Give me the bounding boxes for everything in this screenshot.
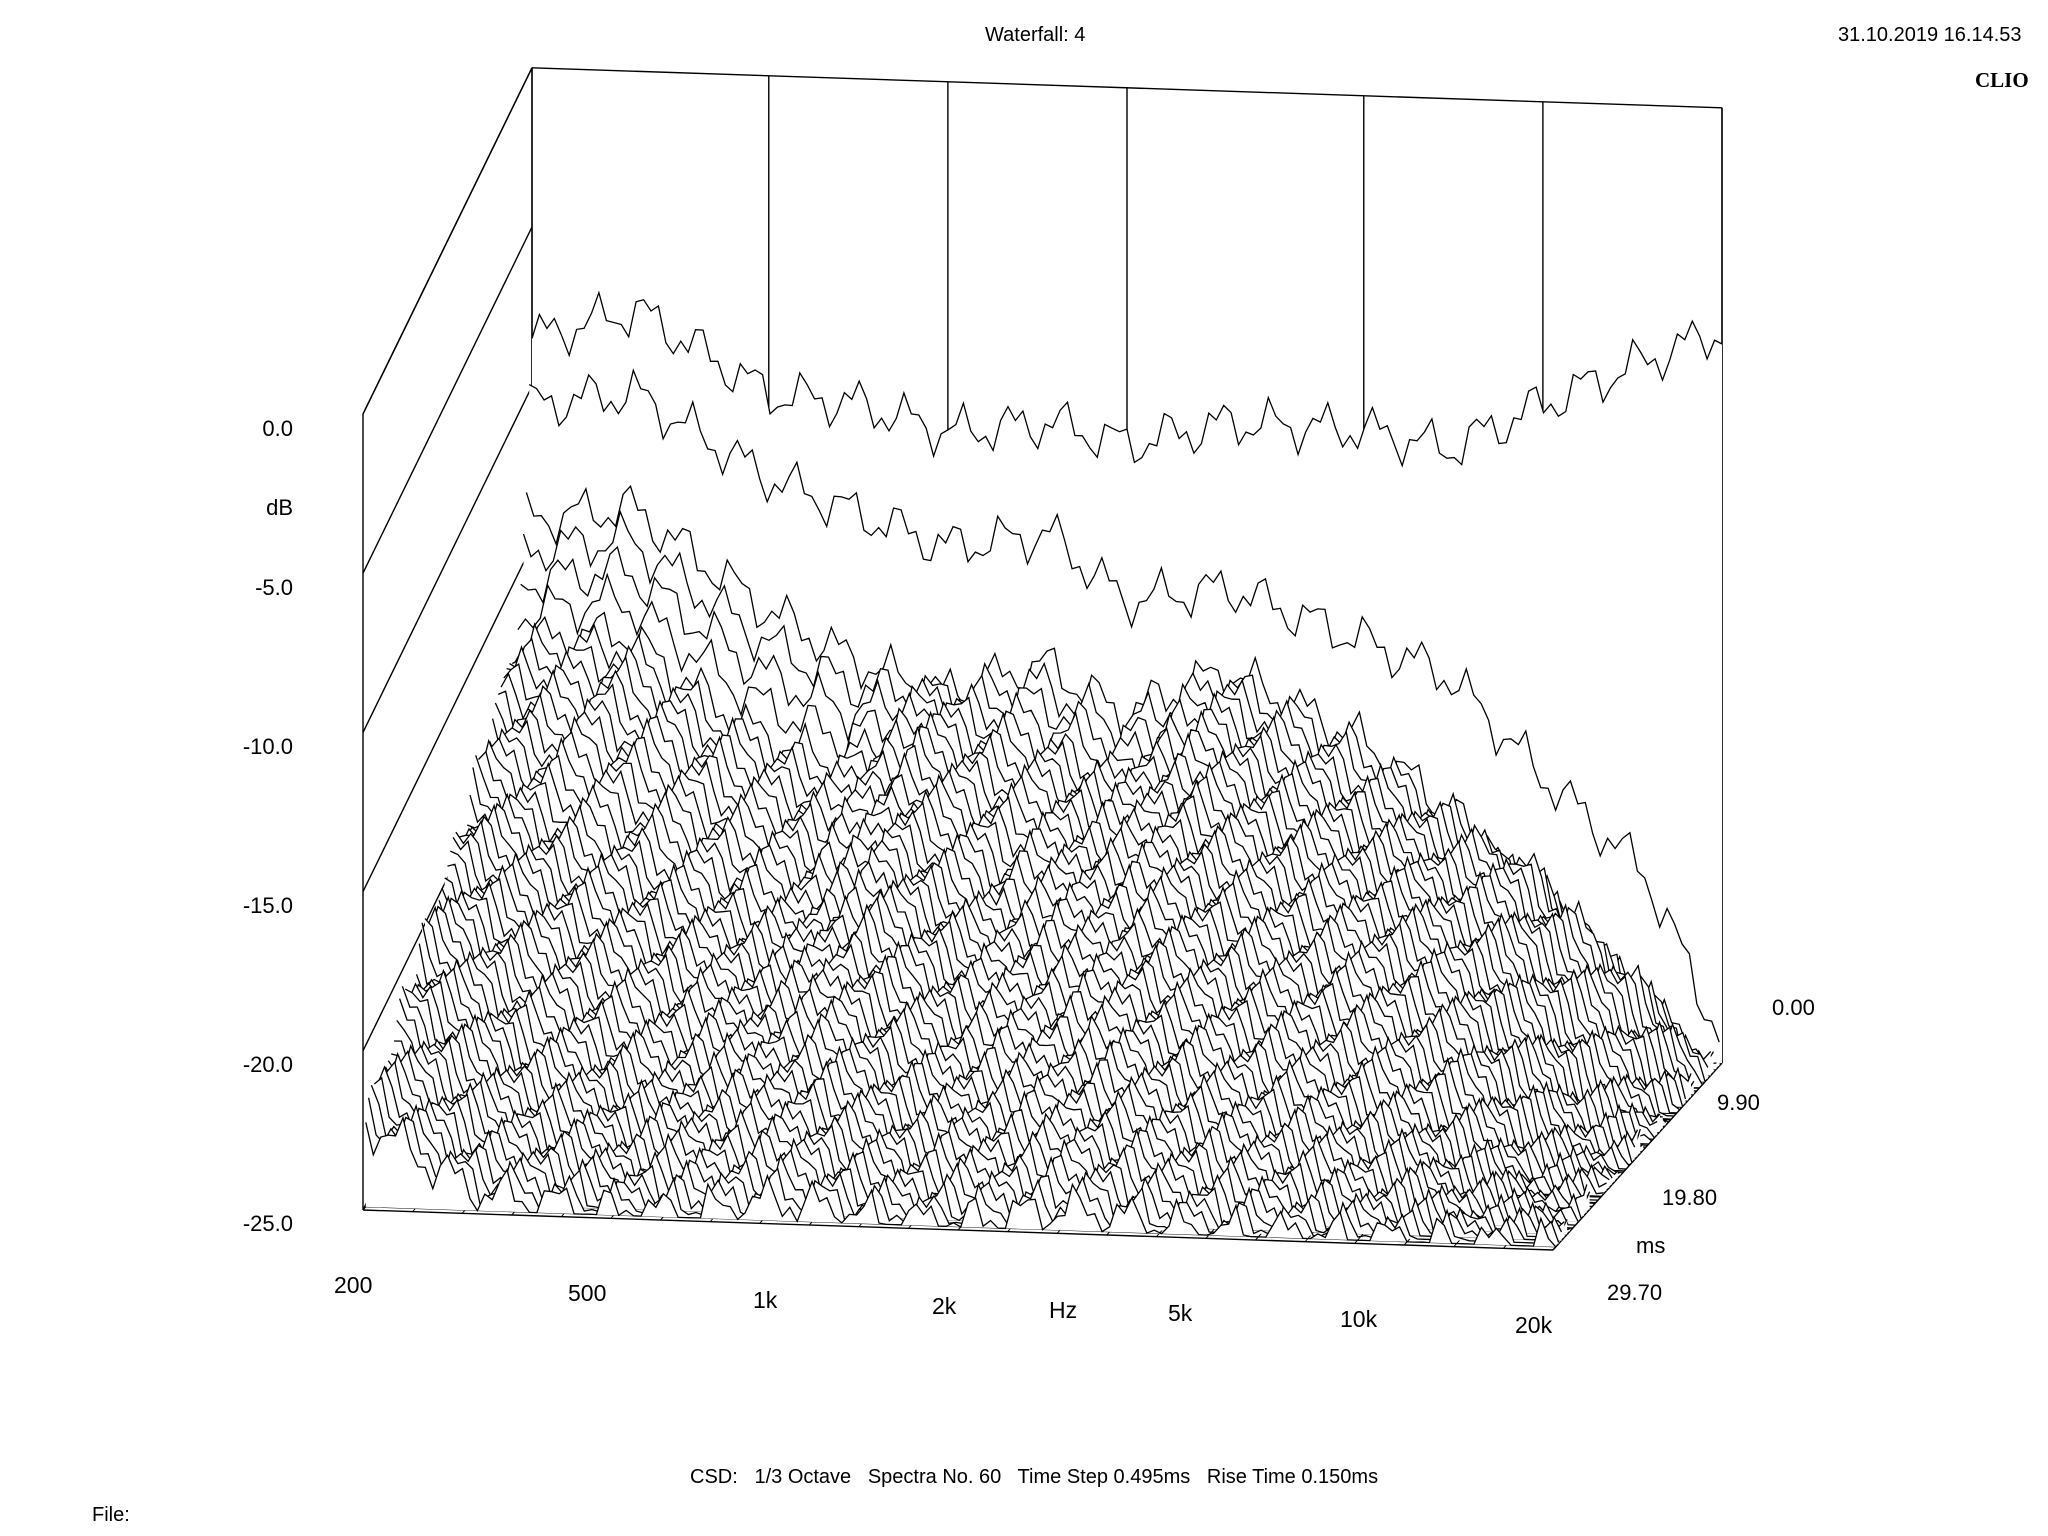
y-tick-label: -25.0 (242, 1211, 293, 1236)
timestamp: 31.10.2019 16.14.53 (1838, 24, 2022, 46)
time-tick-label: 29.70 (1607, 1280, 1663, 1305)
x-tick-label: 5k (1168, 1300, 1193, 1326)
x-axis-label: Hz (1049, 1297, 1078, 1323)
brand-logo-text: CLIO (1975, 68, 2029, 92)
x-tick-label: 1k (753, 1287, 778, 1313)
spectrum-slice-line (528, 368, 1720, 1043)
y-tick-label: -20.0 (242, 1052, 293, 1077)
y-axis-label: dB (266, 495, 293, 520)
y-tick-label: 0.0 (262, 416, 293, 441)
x-tick-label: 10k (1340, 1306, 1378, 1332)
left-wall-gridline (362, 385, 533, 733)
spectrum-slice-mask (365, 1117, 1556, 1247)
measurement-info: CSD: 1/3 Octave Spectra No. 60 Time Step… (690, 1466, 1379, 1488)
left-wall-gridline (362, 226, 533, 574)
y-tick-label: -5.0 (255, 575, 293, 600)
spectrum-slice-line (531, 290, 1723, 468)
y-tick-label: -15.0 (242, 893, 293, 918)
x-tick-label: 2k (932, 1293, 957, 1319)
time-axis-label: ms (1636, 1233, 1666, 1258)
y-tick-label: -10.0 (242, 734, 293, 759)
time-tick-label: 9.90 (1717, 1090, 1760, 1115)
x-tick-label: 200 (334, 1272, 373, 1298)
spectrum-slice-line (444, 877, 1636, 1160)
spectra-slices (365, 290, 1723, 1248)
left-wall-gridline (362, 67, 533, 415)
left-wall-gridline (362, 545, 533, 892)
time-tick-label: 0.00 (1772, 995, 1815, 1020)
time-tick-label: 19.80 (1662, 1185, 1718, 1210)
chart-title: Waterfall: 4 (985, 24, 1086, 46)
file-label: File: (92, 1504, 130, 1526)
x-tick-label: 20k (1515, 1312, 1553, 1338)
spectrum-slice-line (365, 1115, 1557, 1248)
x-tick-label: 500 (568, 1280, 607, 1306)
